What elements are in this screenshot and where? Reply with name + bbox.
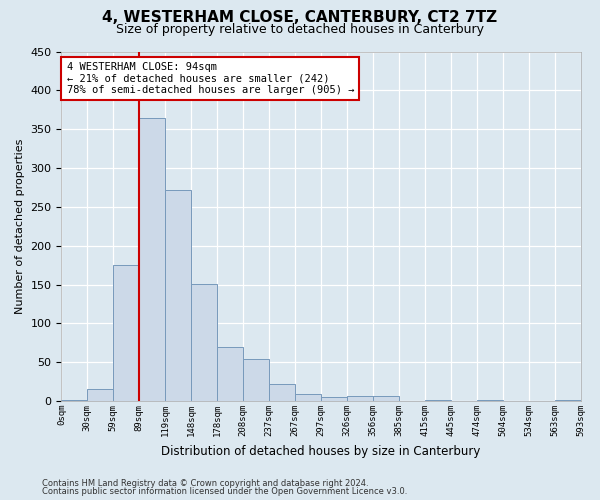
Bar (113, 265, 139, 401)
Text: 4, WESTERHAM CLOSE, CANTERBURY, CT2 7TZ: 4, WESTERHAM CLOSE, CANTERBURY, CT2 7TZ (103, 10, 497, 25)
Bar (243, 359, 269, 401)
Bar (347, 396, 373, 401)
Bar (476, 400, 503, 401)
Text: 4 WESTERHAM CLOSE: 94sqm
← 21% of detached houses are smaller (242)
78% of semi-: 4 WESTERHAM CLOSE: 94sqm ← 21% of detach… (67, 62, 354, 95)
Y-axis label: Number of detached properties: Number of detached properties (15, 138, 25, 314)
Bar (217, 347, 243, 401)
Bar (88, 388, 113, 401)
Bar (269, 384, 295, 401)
Bar (139, 118, 165, 401)
Bar (425, 400, 451, 401)
Bar (554, 400, 581, 401)
Bar (61, 400, 88, 401)
Text: Contains HM Land Registry data © Crown copyright and database right 2024.: Contains HM Land Registry data © Crown c… (42, 478, 368, 488)
Text: Contains public sector information licensed under the Open Government Licence v3: Contains public sector information licen… (42, 487, 407, 496)
X-axis label: Distribution of detached houses by size in Canterbury: Distribution of detached houses by size … (161, 444, 481, 458)
Text: Size of property relative to detached houses in Canterbury: Size of property relative to detached ho… (116, 22, 484, 36)
Bar (373, 396, 399, 401)
Bar (295, 394, 321, 401)
Bar (191, 284, 217, 401)
Bar (321, 398, 347, 401)
Bar (165, 190, 191, 401)
